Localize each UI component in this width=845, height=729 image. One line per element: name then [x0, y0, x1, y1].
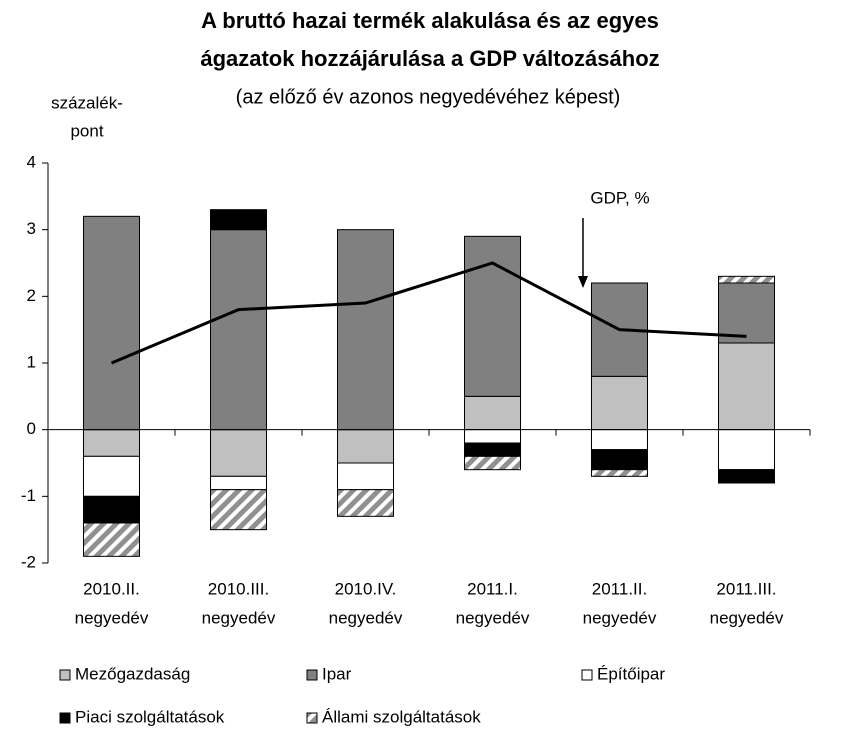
gdp-line — [110, 261, 747, 365]
y-tick-label: 1 — [27, 352, 36, 371]
legend-swatch — [59, 712, 71, 724]
y-axis-label: százalék- — [51, 93, 123, 112]
y-tick-label: -2 — [21, 552, 36, 571]
bar-segment — [591, 375, 648, 431]
x-tick-label: negyedév — [583, 608, 657, 627]
y-axis-label: pont — [70, 121, 103, 140]
y-tick-label: 0 — [27, 419, 36, 438]
bar-segment — [591, 449, 648, 471]
legend-swatch — [59, 669, 71, 681]
bar-segment — [337, 489, 394, 517]
y-tick-label: 3 — [27, 219, 36, 238]
bar-segment — [83, 215, 140, 431]
legend-label: Állami szolgáltatások — [322, 707, 481, 726]
bar-segment — [464, 429, 521, 444]
x-tick-label: negyedév — [329, 608, 403, 627]
chart-subtitle: (az előző év azonos negyedévéhez képest) — [236, 86, 621, 108]
bar-segment — [337, 229, 394, 431]
legend-label: Mezőgazdaság — [75, 664, 190, 683]
annotation: GDP, % — [590, 188, 649, 207]
bar-segment — [210, 229, 267, 431]
bar-segment — [83, 495, 140, 524]
bar-segment — [464, 395, 521, 431]
chart-title: A bruttó hazai termék alakulása és az eg… — [201, 8, 659, 33]
bar-segment — [83, 455, 140, 497]
bar-segment — [718, 469, 775, 484]
x-tick-label: 2011.I. — [467, 579, 518, 598]
bar-segment — [591, 429, 648, 451]
y-tick-label: -1 — [21, 486, 36, 505]
x-tick-label: negyedév — [202, 608, 276, 627]
x-tick-label: 2011.II. — [592, 579, 647, 598]
bar-segment — [464, 455, 521, 471]
bar-segment — [337, 462, 394, 491]
legend-label: Építőipar — [597, 664, 665, 683]
x-tick-label: 2011.III. — [716, 579, 776, 598]
chart-title: ágazatok hozzájárulása a GDP változásáho… — [200, 46, 659, 71]
bar-segment — [210, 209, 267, 231]
legend-label: Ipar — [322, 664, 352, 683]
legend-label: Piaci szolgáltatások — [75, 707, 225, 726]
x-tick-label: negyedév — [75, 608, 149, 627]
bar-segment — [464, 442, 521, 457]
x-tick-label: 2010.III. — [208, 579, 269, 598]
legend-swatch — [306, 712, 318, 724]
bar-segment — [83, 522, 140, 557]
x-tick-label: negyedév — [456, 608, 530, 627]
x-tick-label: negyedév — [710, 608, 784, 627]
bar-segment — [337, 429, 394, 464]
annotation-arrowhead — [578, 276, 588, 288]
x-tick-label: 2010.IV. — [335, 579, 397, 598]
bar-segment — [718, 275, 775, 284]
bar-segment — [210, 475, 267, 491]
bar-segment — [718, 429, 775, 471]
bar-segment — [718, 282, 775, 344]
bar-segment — [210, 489, 267, 531]
bar-segment — [718, 342, 775, 431]
legend-swatch — [581, 669, 593, 681]
bar-segment — [83, 429, 140, 457]
legend-swatch — [306, 669, 318, 681]
bar-segment — [464, 235, 521, 397]
bar-segment — [210, 429, 267, 477]
x-tick-label: 2010.II. — [83, 579, 140, 598]
y-tick-label: 4 — [27, 152, 36, 171]
bar-segment — [591, 469, 648, 477]
y-tick-label: 2 — [27, 286, 36, 305]
